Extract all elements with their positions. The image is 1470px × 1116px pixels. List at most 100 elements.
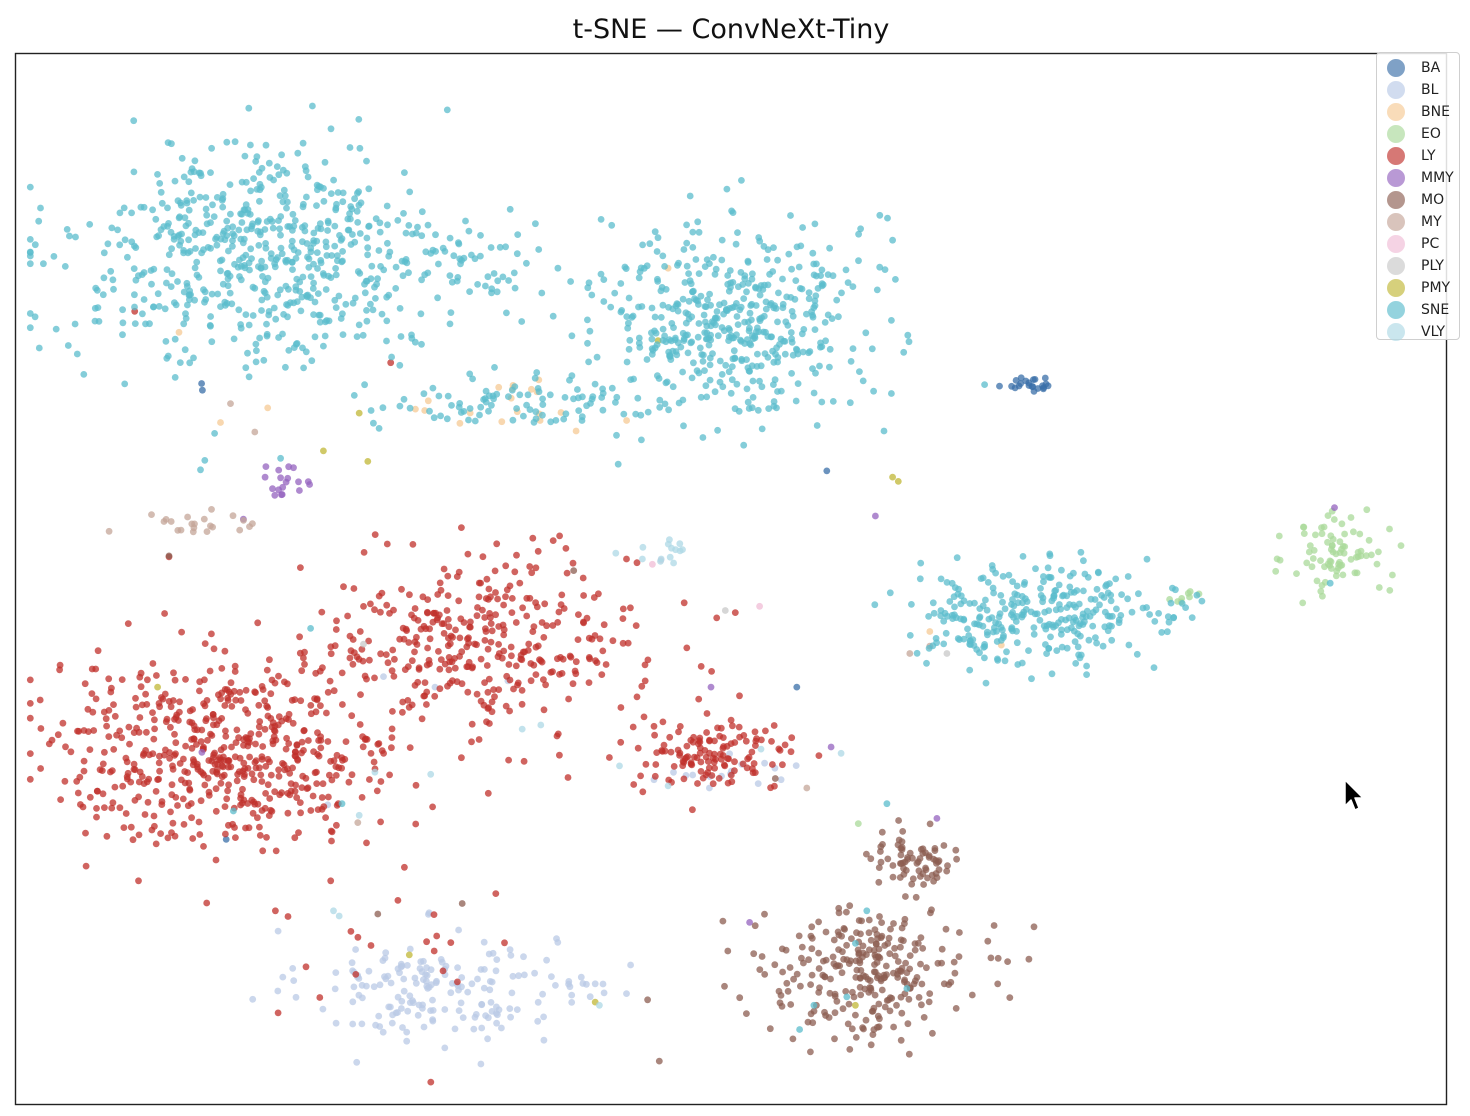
point-ly: [221, 803, 229, 810]
point-ly: [180, 821, 188, 828]
point-mo: [918, 980, 926, 988]
point-ly: [313, 695, 321, 703]
point-ly: [317, 737, 325, 744]
point-sne: [752, 284, 760, 292]
point-sne: [182, 315, 190, 322]
point-ly: [349, 660, 357, 668]
legend-marker: [1387, 147, 1405, 165]
point-sne: [686, 192, 694, 200]
point-sne: [147, 267, 155, 274]
point-bl: [349, 998, 357, 1006]
legend-item-bl: BL: [1377, 79, 1438, 101]
point-ly: [377, 650, 384, 658]
point-sne: [706, 376, 714, 384]
point-sne: [593, 353, 601, 361]
point-sne: [821, 319, 829, 326]
point-mo: [808, 945, 816, 953]
point-ly: [131, 797, 139, 804]
point-mo: [987, 954, 995, 962]
point-sne: [628, 313, 636, 321]
point-sne: [754, 406, 762, 414]
point-sne: [753, 363, 761, 370]
point-ly: [371, 674, 378, 682]
point-sne: [286, 223, 293, 230]
point-ly: [127, 823, 135, 831]
point-sne: [770, 402, 778, 410]
point-sne: [999, 573, 1007, 580]
point-sne: [396, 402, 404, 410]
point-sne: [1009, 578, 1016, 585]
point-eo: [1397, 542, 1405, 549]
point-mo: [865, 929, 873, 937]
point-sne: [304, 173, 312, 181]
point-sne: [465, 416, 472, 424]
point-mo: [968, 991, 976, 999]
point-sne: [714, 426, 721, 434]
point-mo: [831, 993, 839, 1000]
point-ly: [770, 722, 778, 729]
point-sne: [743, 288, 750, 296]
point-sne: [688, 374, 696, 382]
point-mo: [940, 842, 948, 849]
point-vly: [330, 907, 337, 915]
point-ly: [411, 605, 419, 612]
point-bl: [448, 980, 456, 987]
point-ly: [426, 635, 434, 643]
point-my: [354, 819, 362, 826]
point-ly: [255, 723, 263, 731]
point-vly: [616, 762, 623, 770]
point-sne: [439, 244, 447, 252]
point-sne: [150, 303, 157, 311]
point-sne: [892, 276, 899, 283]
point-sne: [906, 632, 914, 639]
point-mo: [761, 910, 768, 918]
point-ly: [82, 862, 90, 870]
point-sne: [1081, 570, 1089, 578]
point-sne: [72, 233, 79, 241]
point-sne: [925, 613, 932, 620]
legend-marker: [1387, 279, 1405, 297]
point-mo: [898, 844, 906, 851]
point-sne: [368, 262, 376, 270]
point-ly: [125, 723, 133, 731]
point-sne: [1167, 599, 1175, 607]
point-sne: [923, 659, 930, 667]
legend-marker: [1387, 81, 1405, 99]
point-sne: [756, 291, 764, 299]
point-ly: [80, 767, 88, 775]
point-mo: [950, 958, 958, 966]
point-eo: [1389, 571, 1396, 579]
point-ply: [360, 640, 367, 648]
point-ly: [562, 545, 570, 552]
point-ly: [266, 656, 273, 664]
point-bl: [332, 1019, 340, 1027]
point-ly: [674, 746, 682, 754]
point-ly: [237, 794, 245, 802]
point-sne: [803, 310, 810, 318]
point-sne: [1178, 600, 1186, 607]
point-sne: [274, 254, 281, 261]
point-sne: [995, 613, 1003, 621]
point-sne: [659, 252, 667, 260]
point-sne: [810, 1001, 818, 1009]
point-ly: [494, 595, 501, 603]
point-sne: [1058, 616, 1065, 623]
point-sne: [908, 601, 915, 608]
point-sne: [668, 320, 676, 327]
point-ly: [224, 697, 232, 704]
point-sne: [371, 283, 378, 291]
point-ly: [132, 694, 139, 702]
point-mo: [872, 940, 880, 948]
point-sne: [400, 395, 408, 403]
point-ly: [347, 928, 355, 935]
point-mo: [807, 1010, 815, 1018]
point-sne: [549, 312, 557, 320]
point-ly: [437, 656, 445, 663]
point-sne: [600, 298, 608, 305]
point-sne: [818, 280, 826, 287]
point-sne: [357, 199, 365, 207]
point-sne: [706, 290, 713, 298]
point-ly: [344, 612, 351, 620]
point-my: [906, 650, 914, 657]
point-mo: [834, 928, 842, 936]
